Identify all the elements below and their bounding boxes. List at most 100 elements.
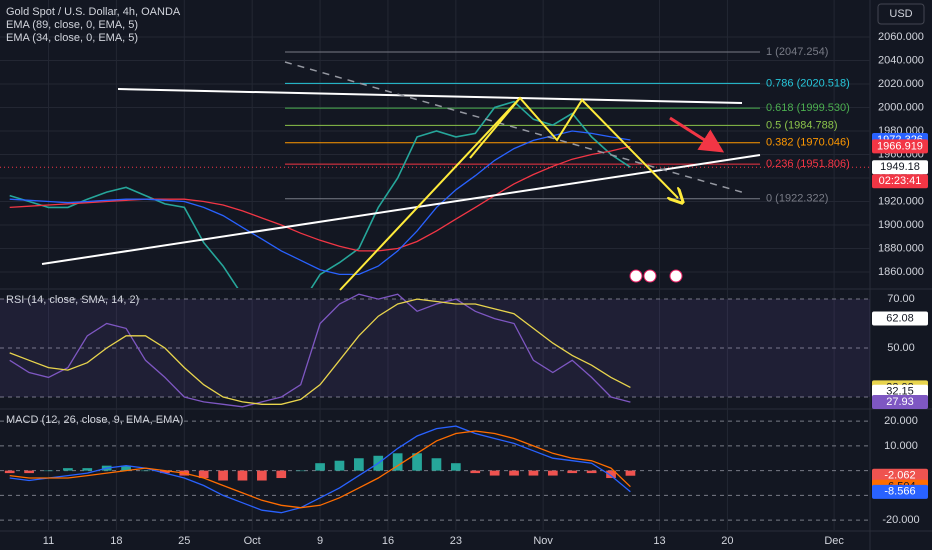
x-tick-label: 13 bbox=[653, 535, 665, 547]
legend-entry: EMA (34, close, 0, EMA, 5) bbox=[6, 32, 138, 44]
pane-title: RSI (14, close, SMA, 14, 2) bbox=[6, 294, 139, 306]
histogram-bar bbox=[43, 470, 54, 472]
series-line bbox=[9, 130, 631, 276]
histogram-bar bbox=[121, 465, 131, 471]
price-tag bbox=[872, 139, 928, 154]
drawings bbox=[41, 61, 761, 291]
currency[interactable]: USD bbox=[889, 8, 912, 20]
series-line bbox=[9, 100, 631, 288]
histogram-bar bbox=[82, 468, 93, 471]
y-tick-label: 2020.000 bbox=[878, 78, 924, 90]
histogram-bar bbox=[509, 470, 519, 476]
histogram-bar bbox=[237, 470, 248, 481]
pattern-path bbox=[339, 96, 678, 291]
histogram-bar bbox=[547, 470, 558, 476]
price-tag bbox=[872, 160, 928, 175]
red-arrow bbox=[669, 116, 725, 153]
series-line bbox=[9, 293, 631, 408]
histogram-bar bbox=[451, 463, 461, 471]
price-tag bbox=[872, 395, 928, 410]
labels: USD 11 18 25 Oct 9 16 23 Nov 13 20 Dec 1860.000 1880… bbox=[6, 3, 928, 547]
histogram-bar bbox=[392, 453, 403, 471]
y-tick-label: 1920.000 bbox=[878, 195, 924, 207]
price-tag-label: 32.15 bbox=[886, 386, 914, 398]
x-tick-label: 9 bbox=[317, 535, 323, 547]
pane bbox=[4, 425, 636, 514]
pane bbox=[0, 293, 870, 408]
fib-label: 0.618 (1999.530) bbox=[766, 102, 850, 114]
price-tag bbox=[872, 484, 928, 499]
x-tick-label: 18 bbox=[110, 535, 122, 547]
pattern-path bbox=[469, 97, 521, 159]
histogram-bar bbox=[489, 470, 500, 476]
x-tick-label: 23 bbox=[450, 535, 462, 547]
event-flag bbox=[643, 269, 657, 283]
x-tick-label: 11 bbox=[43, 535, 54, 547]
price-tag-label: -8.566 bbox=[884, 486, 915, 498]
histogram-bar bbox=[257, 470, 267, 481]
y-tick-label: 1900.000 bbox=[878, 219, 924, 231]
histogram-bar bbox=[276, 470, 287, 479]
fib-label: 1 (2047.254) bbox=[766, 46, 828, 58]
series-line bbox=[9, 425, 631, 514]
series-line bbox=[9, 145, 631, 252]
countdown-tag bbox=[872, 174, 928, 189]
fib-label: 0.5 (1984.788) bbox=[766, 119, 838, 131]
y-tick-label: -20.000 bbox=[882, 514, 919, 526]
x-tick-label: Nov bbox=[533, 535, 553, 547]
currency-button[interactable] bbox=[877, 3, 925, 25]
y-tick-label: 50.00 bbox=[887, 342, 915, 354]
y-tick-label: 1860.000 bbox=[878, 266, 924, 278]
y-tick-label: 20.000 bbox=[884, 415, 918, 427]
pane-title: Gold Spot / U.S. Dollar, 4h, OANDA bbox=[6, 6, 181, 18]
fib-label: 0 (1922.322) bbox=[766, 193, 828, 205]
series-line bbox=[9, 430, 631, 509]
histogram-bar bbox=[412, 453, 422, 471]
y-tick-label: 1880.000 bbox=[878, 242, 924, 254]
histogram-bar bbox=[431, 458, 442, 471]
histogram-bar bbox=[160, 470, 170, 474]
price-tag bbox=[872, 311, 928, 326]
histogram-bar bbox=[4, 470, 15, 474]
y-tick-label: 10.000 bbox=[884, 440, 918, 452]
histogram-bar bbox=[295, 470, 306, 472]
y-tick-label: 2040.000 bbox=[878, 54, 924, 66]
x-tick-label: 25 bbox=[178, 535, 190, 547]
series-line bbox=[9, 298, 631, 405]
dashed-line bbox=[284, 61, 746, 194]
histogram-bar bbox=[586, 470, 597, 474]
event-flag bbox=[669, 269, 683, 283]
countdown: 02:23:41 bbox=[879, 175, 922, 187]
y-tick-label: 2000.000 bbox=[878, 101, 924, 113]
histogram-bar bbox=[24, 470, 34, 474]
histogram-bar bbox=[334, 460, 345, 471]
event-flag bbox=[629, 269, 643, 283]
histogram-bar bbox=[218, 470, 228, 481]
histogram-bar bbox=[470, 470, 481, 474]
rsi-band bbox=[0, 299, 870, 397]
fib-label: 0.382 (1970.046) bbox=[766, 137, 850, 149]
x-tick-label: 16 bbox=[382, 535, 394, 547]
histogram-bar bbox=[528, 470, 539, 476]
histogram-bar bbox=[354, 458, 364, 471]
fib-label: 0.236 (1951.806) bbox=[766, 158, 850, 170]
histogram-bar bbox=[567, 470, 578, 474]
x-tick-label: Oct bbox=[244, 535, 261, 547]
trend-line bbox=[41, 154, 761, 265]
price-tag-label: 1949.18 bbox=[880, 161, 920, 173]
price-tag-label: 27.93 bbox=[886, 396, 914, 408]
histogram-bar bbox=[63, 468, 73, 471]
price-tag-label: 1966.919 bbox=[877, 140, 923, 152]
y-tick-label: 2060.000 bbox=[878, 31, 924, 43]
histogram-bar bbox=[315, 463, 325, 471]
x-tick-label: 20 bbox=[721, 535, 733, 547]
price-tag-label: -2.062 bbox=[884, 470, 915, 482]
price-tag-label: 62.08 bbox=[886, 312, 914, 324]
pane-title: MACD (12, 26, close, 9, EMA, EMA) bbox=[6, 414, 183, 426]
trend-line bbox=[117, 88, 743, 104]
histogram-bar bbox=[198, 470, 209, 479]
histogram-bar bbox=[606, 470, 616, 479]
